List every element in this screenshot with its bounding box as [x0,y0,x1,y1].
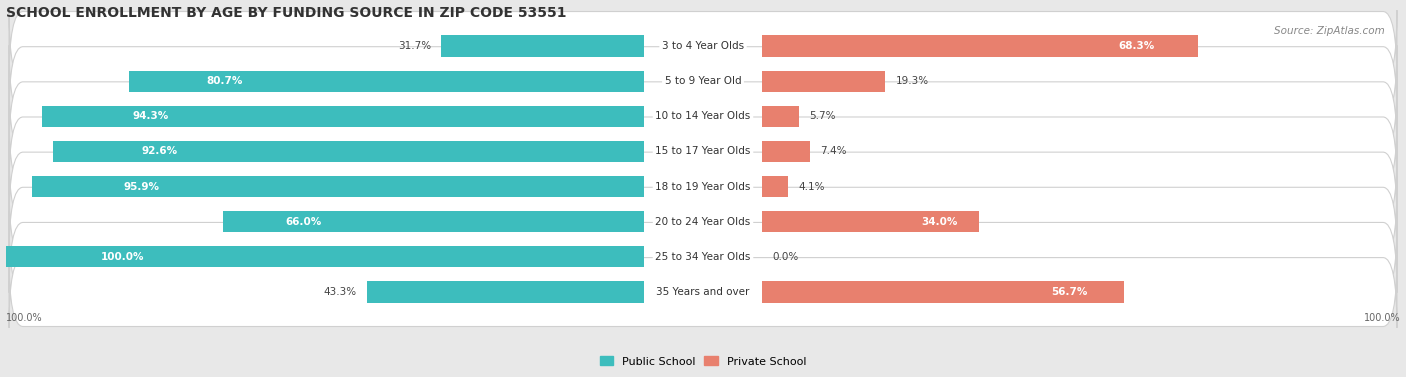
Text: 3 to 4 Year Olds: 3 to 4 Year Olds [662,41,744,51]
Text: 7.4%: 7.4% [820,146,846,156]
Text: 5.7%: 5.7% [808,111,835,121]
Text: 66.0%: 66.0% [285,217,322,227]
Legend: Public School, Private School: Public School, Private School [595,352,811,371]
Text: 19.3%: 19.3% [896,76,929,86]
Bar [762,106,799,127]
Text: 34.0%: 34.0% [921,217,957,227]
FancyBboxPatch shape [8,80,1398,152]
Text: 4.1%: 4.1% [799,182,825,192]
Text: 5 to 9 Year Old: 5 to 9 Year Old [665,76,741,86]
FancyBboxPatch shape [8,10,1398,82]
Text: 25 to 34 Year Olds: 25 to 34 Year Olds [655,252,751,262]
Text: 18 to 19 Year Olds: 18 to 19 Year Olds [655,182,751,192]
Text: 100.0%: 100.0% [1364,313,1400,323]
Text: 100.0%: 100.0% [6,313,42,323]
Bar [762,35,1198,57]
Text: 15 to 17 Year Olds: 15 to 17 Year Olds [655,146,751,156]
Bar [762,141,810,162]
FancyBboxPatch shape [8,186,1398,257]
Bar [129,70,644,92]
Text: 43.3%: 43.3% [323,287,357,297]
Text: 31.7%: 31.7% [398,41,432,51]
Text: 20 to 24 Year Olds: 20 to 24 Year Olds [655,217,751,227]
Text: 100.0%: 100.0% [101,252,145,262]
Text: 56.7%: 56.7% [1052,287,1088,297]
Bar [6,246,644,267]
Text: Source: ZipAtlas.com: Source: ZipAtlas.com [1274,26,1385,37]
Bar [762,176,789,197]
Text: 94.3%: 94.3% [132,111,169,121]
FancyBboxPatch shape [8,151,1398,222]
Text: 10 to 14 Year Olds: 10 to 14 Year Olds [655,111,751,121]
FancyBboxPatch shape [8,45,1398,117]
Bar [441,35,644,57]
Bar [762,211,979,232]
Bar [367,282,644,303]
Bar [32,176,644,197]
Text: 80.7%: 80.7% [205,76,242,86]
Text: 95.9%: 95.9% [124,182,159,192]
Bar [762,282,1125,303]
Text: 0.0%: 0.0% [773,252,799,262]
Bar [42,106,644,127]
Bar [53,141,644,162]
Bar [222,211,644,232]
Bar [762,70,886,92]
FancyBboxPatch shape [8,256,1398,328]
Text: 35 Years and over: 35 Years and over [657,287,749,297]
FancyBboxPatch shape [8,116,1398,187]
FancyBboxPatch shape [8,221,1398,293]
Text: 68.3%: 68.3% [1118,41,1154,51]
Text: 92.6%: 92.6% [142,146,177,156]
Text: SCHOOL ENROLLMENT BY AGE BY FUNDING SOURCE IN ZIP CODE 53551: SCHOOL ENROLLMENT BY AGE BY FUNDING SOUR… [6,6,567,20]
